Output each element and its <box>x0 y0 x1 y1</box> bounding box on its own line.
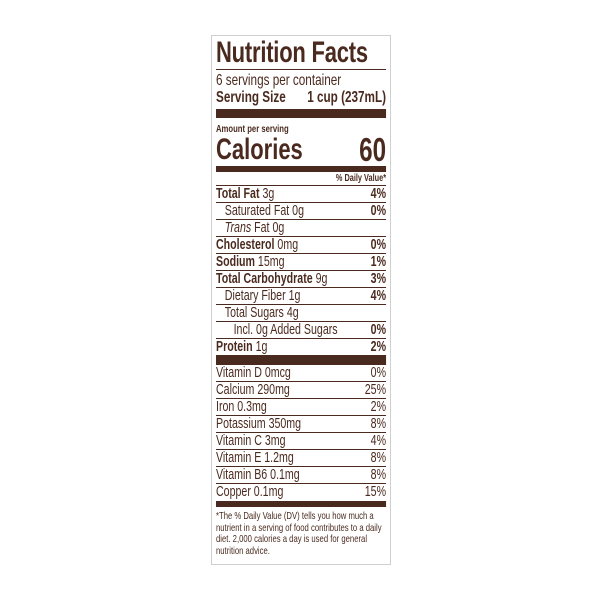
nutrient-name: Total Carbohydrate 9g <box>216 271 327 287</box>
nutrient-list: Total Fat 3g 4% Saturated Fat 0g 0% Trans Fa… <box>216 186 387 355</box>
nutrient-row: Total Fat 3g 4% <box>216 186 387 203</box>
nutrient-name: Incl. 0g Added Sugars <box>234 322 338 338</box>
nutrient-daily-value: 0% <box>370 322 387 338</box>
vitamin-daily-value: 15% <box>364 484 387 500</box>
nutrient-label: Total Carbohydrate <box>216 271 313 287</box>
nutrient-name: Trans Fat 0g <box>225 220 284 236</box>
nutrient-label: Cholesterol <box>216 237 275 253</box>
nutrient-amount: 0mg <box>277 237 299 253</box>
nutrient-row: Sodium 15mg 1% <box>216 254 387 271</box>
calories-label: Calories <box>216 133 303 166</box>
label-title: Nutrition Facts <box>216 38 387 70</box>
nutrient-amount: 1g <box>288 288 301 304</box>
nutrient-label: Sodium <box>216 254 255 270</box>
vitamin-daily-value: 8% <box>370 416 387 432</box>
nutrient-row: Dietary Fiber 1g 4% <box>216 288 387 305</box>
nutrient-row: Trans Fat 0g <box>216 220 387 237</box>
vitamin-daily-value: 4% <box>370 433 387 449</box>
divider-thick <box>216 355 387 365</box>
calories-row: Calories 60 <box>216 131 387 168</box>
nutrient-label: Total Fat <box>216 186 260 202</box>
vitamin-daily-value: 0% <box>370 365 387 381</box>
serving-size: Serving Size 1 cup (237mL) <box>216 89 386 107</box>
nutrient-amount: 15mg <box>257 254 285 270</box>
nutrient-name: Protein 1g <box>216 339 267 355</box>
vitamin-row: Copper 0.1mg 15% <box>216 484 386 500</box>
nutrient-daily-value: 4% <box>370 288 387 304</box>
vitamin-row: Vitamin C 3mg 4% <box>216 433 387 450</box>
nutrient-daily-value: 2% <box>370 339 387 355</box>
nutrient-label: Saturated Fat <box>224 203 290 219</box>
nutrient-label: Trans <box>224 220 252 236</box>
vitamin-row: Vitamin E 1.2mg 8% <box>216 450 387 467</box>
nutrient-name: Total Sugars 4g <box>225 305 299 321</box>
vitamin-name: Vitamin C 3mg <box>216 433 286 449</box>
serving-size-label: Serving Size <box>216 89 286 106</box>
vitamin-name: Vitamin E 1.2mg <box>216 450 294 466</box>
calories-value: 60 <box>359 131 387 168</box>
nutrient-daily-value: 3% <box>370 271 387 287</box>
nutrient-row: Incl. 0g Added Sugars 0% <box>216 322 387 339</box>
nutrient-name: Dietary Fiber 1g <box>225 288 301 304</box>
vitamin-daily-value: 2% <box>370 399 387 415</box>
nutrient-amount: 9g <box>315 271 328 287</box>
vitamin-daily-value: 25% <box>364 382 387 398</box>
vitamin-name: Copper 0.1mg <box>216 484 284 500</box>
divider-thick <box>216 109 387 118</box>
nutrient-daily-value: 4% <box>370 186 387 202</box>
amount-per-serving: Amount per serving <box>216 123 289 135</box>
nutrient-daily-value: 0% <box>370 237 387 253</box>
nutrient-name: Cholesterol 0mg <box>216 237 298 253</box>
nutrient-label: Total Sugars <box>224 305 284 321</box>
vitamin-list: Vitamin D 0mcg 0% Calcium 290mg 25% Iron 0.3… <box>216 365 387 500</box>
nutrient-amount: 0g <box>292 203 304 219</box>
vitamin-row: Vitamin B6 0.1mg 8% <box>216 467 387 484</box>
daily-value-header: % Daily Value* <box>216 172 387 186</box>
nutrient-row: Total Sugars 4g <box>216 305 387 322</box>
nutrition-facts-label: Nutrition Facts 6 servings per container… <box>211 35 391 565</box>
vitamin-name: Calcium 290mg <box>216 382 290 398</box>
nutrient-daily-value: 0% <box>370 203 387 219</box>
nutrient-amount: 4g <box>286 305 299 321</box>
nutrient-daily-value: 1% <box>370 254 387 270</box>
nutrient-row: Saturated Fat 0g 0% <box>216 203 387 220</box>
nutrient-label: Dietary Fiber <box>224 288 286 304</box>
divider-medium <box>216 501 387 507</box>
nutrient-label: Protein <box>216 339 253 355</box>
nutrient-name: Sodium 15mg <box>216 254 285 270</box>
footnote: *The % Daily Value (DV) tells you how mu… <box>216 510 382 557</box>
vitamin-row: Vitamin D 0mcg 0% <box>216 365 387 382</box>
nutrient-amount: Fat 0g <box>254 220 285 236</box>
vitamin-name: Vitamin D 0mcg <box>216 365 291 381</box>
serving-size-value: 1 cup (237mL) <box>307 89 387 106</box>
vitamin-daily-value: 8% <box>370 467 387 483</box>
nutrient-name: Saturated Fat 0g <box>225 203 304 219</box>
vitamin-name: Potassium 350mg <box>216 416 302 432</box>
vitamin-daily-value: 8% <box>370 450 387 466</box>
nutrient-label: Incl. 0g Added Sugars <box>233 322 338 338</box>
nutrient-row: Protein 1g 2% <box>216 339 386 355</box>
vitamin-row: Calcium 290mg 25% <box>216 382 387 399</box>
vitamin-name: Iron 0.3mg <box>216 399 267 415</box>
servings-per-container: 6 servings per container <box>216 72 342 89</box>
nutrient-amount: 1g <box>255 339 268 355</box>
nutrient-name: Total Fat 3g <box>216 186 274 202</box>
vitamin-row: Iron 0.3mg 2% <box>216 399 387 416</box>
nutrient-amount: 3g <box>262 186 275 202</box>
vitamin-name: Vitamin B6 0.1mg <box>216 467 300 483</box>
nutrient-row: Total Carbohydrate 9g 3% <box>216 271 387 288</box>
vitamin-row: Potassium 350mg 8% <box>216 416 387 433</box>
divider-medium <box>216 166 387 172</box>
nutrient-row: Cholesterol 0mg 0% <box>216 237 387 254</box>
